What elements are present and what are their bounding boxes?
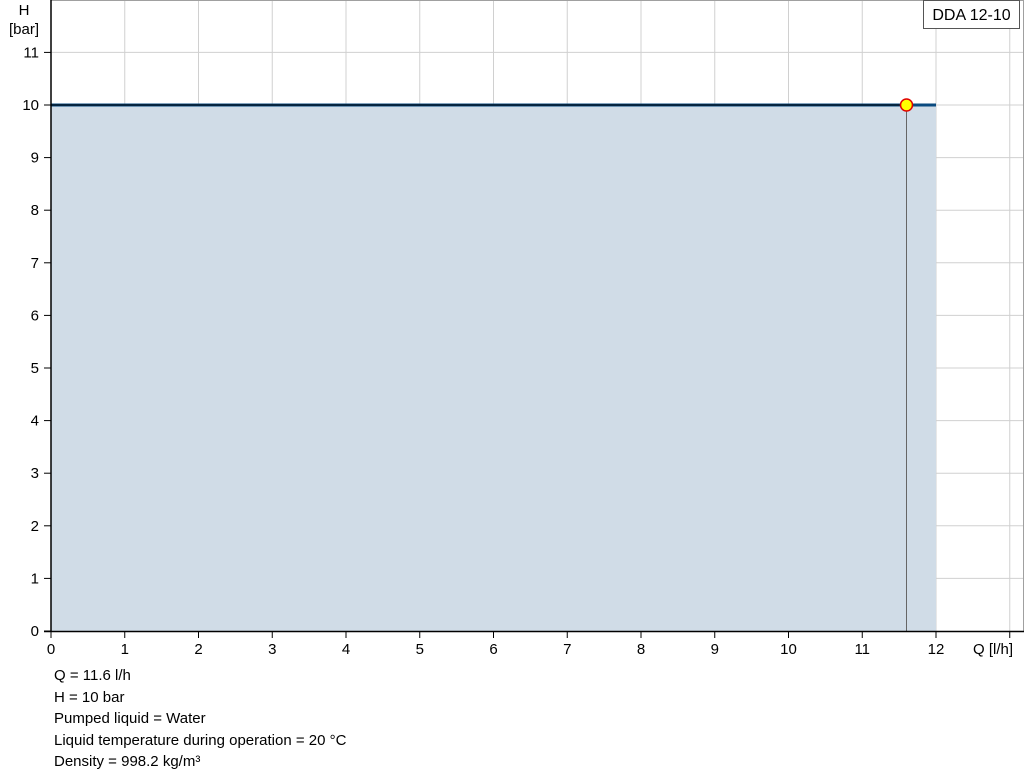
info-liquid: Pumped liquid = Water xyxy=(54,710,206,727)
x-tick-label: 10 xyxy=(780,641,797,658)
x-tick-label: 9 xyxy=(711,641,719,658)
y-tick-label: 3 xyxy=(31,465,39,482)
operating-area xyxy=(51,105,936,631)
y-tick-label: 5 xyxy=(31,360,39,377)
x-tick-label: 11 xyxy=(854,641,870,658)
x-tick-label: 4 xyxy=(342,641,350,658)
x-tick-label: 0 xyxy=(47,641,55,658)
x-tick-label: 1 xyxy=(121,641,129,658)
y-tick-label: 9 xyxy=(31,150,39,167)
y-axis-label: H xyxy=(19,2,30,19)
info-temperature: Liquid temperature during operation = 20… xyxy=(54,731,347,749)
x-tick-label: 5 xyxy=(416,641,424,658)
y-tick-label: 8 xyxy=(31,202,39,219)
info-head: H = 10 bar xyxy=(54,688,125,706)
y-axis-unit: [bar] xyxy=(9,21,39,38)
info-flow: Q = 11.6 l/h xyxy=(54,667,131,684)
y-tick-label: 10 xyxy=(22,97,39,114)
y-tick-label: 4 xyxy=(31,413,39,430)
y-tick-label: 0 xyxy=(31,623,39,640)
x-tick-label: 6 xyxy=(489,641,497,658)
legend-box: DDA 12-10 xyxy=(923,0,1020,29)
y-tick-label: 2 xyxy=(31,518,39,535)
x-tick-label: 8 xyxy=(637,641,645,658)
x-tick-label: 3 xyxy=(268,641,276,658)
x-tick-label: 12 xyxy=(928,641,945,658)
y-tick-label: 11 xyxy=(23,44,39,61)
y-tick-label: 1 xyxy=(31,570,39,587)
info-density: Density = 998.2 kg/m³ xyxy=(54,753,201,770)
legend-label: DDA 12-10 xyxy=(932,7,1011,24)
duty-point-marker xyxy=(899,98,914,112)
operating-info: Q = 11.6 l/h H = 10 bar Pumped liquid = … xyxy=(54,665,346,773)
y-tick-label: 7 xyxy=(31,255,39,272)
x-tick-label: 2 xyxy=(194,641,202,658)
x-axis-label: Q [l/h] xyxy=(973,641,1013,658)
x-tick-label: 7 xyxy=(563,641,571,658)
y-tick-label: 6 xyxy=(31,307,39,324)
